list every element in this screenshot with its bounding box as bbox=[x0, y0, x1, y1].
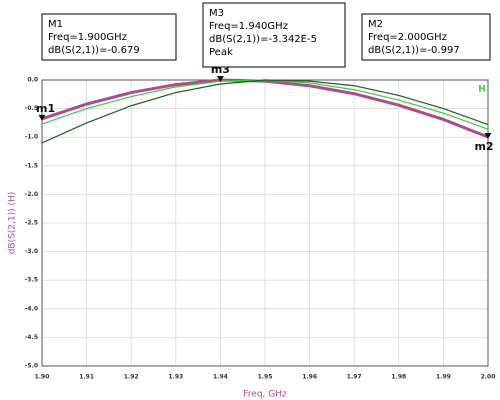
marker-text: Freq=2.000GHz bbox=[368, 32, 447, 43]
marker-triangle bbox=[38, 114, 46, 121]
series-line bbox=[41, 79, 489, 144]
x-tick-label: 1.92 bbox=[124, 374, 139, 381]
marker-text: dB(S(2,1))=-0.679 bbox=[48, 45, 140, 56]
marker-text: dB(S(2,1))=-0.997 bbox=[368, 45, 460, 56]
y-tick-label: -2.5 bbox=[25, 220, 38, 227]
y-tick-label: -5.0 bbox=[25, 363, 38, 370]
marker-text: M1 bbox=[48, 19, 63, 30]
marker-text: Peak bbox=[209, 47, 233, 58]
y-tick-label: -1.5 bbox=[25, 162, 38, 169]
y-tick-label: -2.0 bbox=[25, 191, 38, 198]
marker-triangle bbox=[216, 76, 224, 83]
marker-box bbox=[361, 13, 491, 61]
marker-triangle bbox=[484, 133, 492, 140]
marker-text: M3 bbox=[209, 8, 224, 19]
y-tick-label: -4.5 bbox=[25, 334, 38, 341]
marker-text: Freq=1.900GHz bbox=[48, 32, 127, 43]
x-tick-label: 1.91 bbox=[79, 374, 94, 381]
marker-label: m1 bbox=[36, 102, 55, 115]
y-tick-label: -3.0 bbox=[25, 248, 38, 255]
x-tick-label: 1.95 bbox=[258, 374, 273, 381]
x-tick-label: 1.96 bbox=[302, 374, 317, 381]
y-tick-label: -3.5 bbox=[25, 277, 38, 284]
y-tick-label: 0.0 bbox=[27, 77, 38, 84]
y-tick-label: -0.5 bbox=[25, 105, 38, 112]
x-tick-label: 2.00 bbox=[481, 374, 496, 381]
marker-text: M2 bbox=[368, 19, 383, 30]
x-tick-label: 1.99 bbox=[436, 374, 451, 381]
marker-box bbox=[202, 2, 346, 68]
x-tick-label: 1.94 bbox=[213, 374, 228, 381]
y-tick-label: -1.0 bbox=[25, 134, 38, 141]
x-axis-label: Freq, GHz bbox=[243, 390, 287, 400]
x-tick-label: 1.97 bbox=[347, 374, 362, 381]
legend-label: H bbox=[478, 85, 486, 95]
marker-text: dB(S(2,1))=-3.342E-5 bbox=[209, 34, 317, 45]
marker-label: m2 bbox=[474, 140, 493, 153]
y-tick-label: -4.0 bbox=[25, 305, 38, 312]
x-tick-label: 1.90 bbox=[35, 374, 50, 381]
marker-text: Freq=1.940GHz bbox=[209, 21, 288, 32]
x-tick-label: 1.93 bbox=[168, 374, 183, 381]
series-line bbox=[41, 78, 489, 139]
x-tick-label: 1.98 bbox=[391, 374, 406, 381]
y-axis-label: dB(S(2,1)) (H) bbox=[8, 192, 18, 255]
marker-box bbox=[41, 13, 177, 61]
